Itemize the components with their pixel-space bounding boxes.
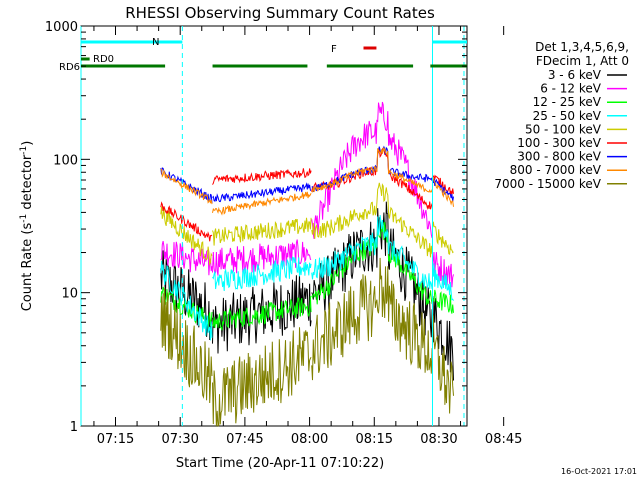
chart-title: RHESSI Observing Summary Count Rates [125, 4, 435, 22]
x-tick-label: 08:45 [485, 432, 522, 447]
legend-label-5: 50 - 100 keV [525, 122, 602, 136]
series-line-2 [212, 239, 312, 276]
series-line-8 [160, 168, 213, 205]
legend-label-6: 100 - 300 keV [517, 136, 601, 150]
x-tick-label: 07:30 [161, 432, 198, 447]
legend-label-7: 300 - 800 keV [517, 150, 601, 164]
y-axis-label: Count Rate (s-1 detector-1) [19, 141, 35, 312]
legend-label-1: 3 - 6 keV [548, 68, 602, 82]
x-tick-label: 08:00 [291, 432, 328, 447]
legend-header-line2: FDecim 1, Att 0 [536, 54, 629, 68]
series-layer [160, 101, 454, 428]
series-line-8 [212, 191, 312, 216]
legend-label-2: 6 - 12 keV [540, 82, 602, 96]
y-tick-label: 1 [70, 420, 78, 435]
y-tick-label: 10 [61, 287, 78, 302]
series-line-7 [212, 182, 312, 203]
series-line-6 [432, 174, 454, 196]
flag-label-f: F [331, 44, 337, 55]
series-line-4 [311, 215, 433, 290]
series-line-2 [311, 101, 433, 239]
timestamp: 16-Oct-2021 17:01 [561, 467, 637, 476]
x-tick-label: 07:15 [97, 432, 134, 447]
series-line-9 [311, 257, 433, 381]
series-line-5 [432, 221, 454, 256]
flag-layer: N F RD0 RD6 [59, 26, 467, 426]
series-5 [160, 182, 454, 267]
series-9 [160, 257, 454, 428]
x-tick-label: 07:45 [226, 432, 263, 447]
series-line-4 [432, 263, 454, 301]
legend-label-8: 800 - 7000 keV [510, 163, 602, 177]
axis-layer: 1 10 100 1000 07:15 07:30 07:45 08:00 08:15 08:30… [45, 20, 522, 447]
flag-label-n: N [152, 37, 159, 48]
legend-header-line1: Det 1,3,4,5,6,9, [535, 40, 629, 54]
series-line-5 [212, 217, 312, 246]
series-line-9 [432, 312, 454, 414]
series-line-9 [212, 327, 312, 428]
series-8 [160, 147, 454, 216]
plot-frame [80, 25, 468, 427]
series-6 [160, 147, 454, 242]
x-axis-label: Start Time (20-Apr-11 07:10:22) [176, 456, 384, 471]
y-tick-label: 100 [53, 153, 78, 168]
series-line-7 [432, 176, 454, 202]
legend-label-4: 25 - 50 keV [533, 109, 602, 123]
y-tick-label: 1000 [45, 20, 78, 35]
series-line-3 [212, 295, 312, 331]
series-line-9 [160, 287, 213, 404]
flag-label-rd0: RD0 [93, 54, 114, 65]
x-tick-label: 08:15 [356, 432, 393, 447]
series-line-6 [212, 168, 312, 185]
series-line-4 [160, 260, 213, 341]
legend-label-9: 7000 - 15000 keV [494, 177, 601, 191]
series-line-6 [160, 201, 213, 242]
series-line-5 [311, 182, 433, 258]
series-4 [160, 215, 454, 341]
series-line-8 [311, 147, 433, 193]
flag-label-rd6: RD6 [59, 62, 80, 73]
series-line-4 [212, 256, 312, 292]
x-tick-label: 08:30 [420, 432, 457, 447]
series-line-1 [432, 296, 454, 381]
series-line-2 [160, 240, 213, 276]
series-line-1 [311, 201, 433, 338]
series-line-8 [432, 176, 454, 207]
series-line-3 [432, 289, 454, 314]
series-line-5 [160, 206, 213, 267]
legend-label-3: 12 - 25 keV [533, 95, 602, 109]
